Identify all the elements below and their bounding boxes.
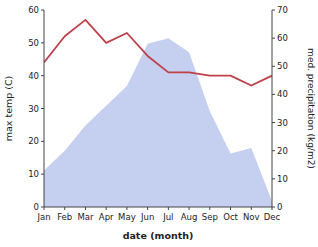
y-tick	[41, 108, 44, 109]
y2-tick-label: 50	[277, 61, 288, 71]
y2-tick-label: 0	[277, 202, 282, 212]
x-tick	[126, 207, 127, 210]
y-tick-label: 10	[28, 169, 39, 179]
x-axis-label: date (month)	[123, 230, 194, 241]
y-axis-label: max temp (C)	[3, 76, 14, 142]
x-tick-label: Sep	[202, 212, 218, 222]
y-tick	[41, 174, 44, 175]
x-tick-label: Nov	[243, 212, 260, 222]
y2-tick	[272, 150, 275, 151]
y-tick	[41, 207, 44, 208]
temperature-line	[44, 20, 272, 86]
y2-tick-label: 40	[277, 89, 288, 99]
y-tick-label: 60	[28, 5, 39, 15]
x-tick	[64, 207, 65, 210]
x-tick	[85, 207, 86, 210]
y2-tick	[272, 94, 275, 95]
x-tick-label: Mar	[77, 212, 94, 222]
y2-tick-label: 30	[277, 118, 288, 128]
y-tick-label: 20	[28, 136, 39, 146]
x-tick-label: Apr	[99, 212, 114, 222]
y2-tick	[272, 10, 275, 11]
x-tick	[106, 207, 107, 210]
y-tick-label: 0	[34, 202, 39, 212]
x-tick-label: Jan	[36, 212, 50, 222]
y2-tick-label: 10	[277, 174, 288, 184]
y2-axis-line	[272, 10, 273, 207]
y-tick-label: 30	[28, 104, 39, 114]
y2-tick	[272, 178, 275, 179]
x-tick-label: Feb	[57, 212, 72, 222]
y2-tick-label: 60	[277, 33, 288, 43]
y2-tick-label: 20	[277, 146, 288, 156]
x-tick	[230, 207, 231, 210]
y2-tick	[272, 122, 275, 123]
x-tick	[168, 207, 169, 210]
x-axis-line	[44, 207, 272, 208]
x-tick	[209, 207, 210, 210]
y-tick	[41, 75, 44, 76]
x-tick-label: Oct	[223, 212, 238, 222]
plot-area	[44, 20, 272, 207]
y2-axis-label: med. precipitation (kg/m2)	[306, 48, 316, 169]
x-tick	[147, 207, 148, 210]
x-tick-label: Aug	[181, 212, 198, 222]
y2-tick	[272, 207, 275, 208]
y2-tick	[272, 38, 275, 39]
x-tick	[251, 207, 252, 210]
y-tick-label: 50	[28, 38, 39, 48]
x-tick-label: Dec	[264, 212, 281, 222]
y2-tick-label: 70	[277, 5, 288, 15]
y-tick	[41, 10, 44, 11]
y-tick	[41, 42, 44, 43]
x-tick-label: Jun	[140, 212, 154, 222]
chart: JanFebMarAprMayJunJulAugSepOctNovDec0102…	[0, 0, 318, 247]
x-tick	[189, 207, 190, 210]
x-tick-label: Jul	[162, 212, 173, 222]
y-tick-label: 40	[28, 71, 39, 81]
y-tick	[41, 141, 44, 142]
x-tick-label: May	[118, 212, 136, 222]
y2-tick	[272, 66, 275, 67]
